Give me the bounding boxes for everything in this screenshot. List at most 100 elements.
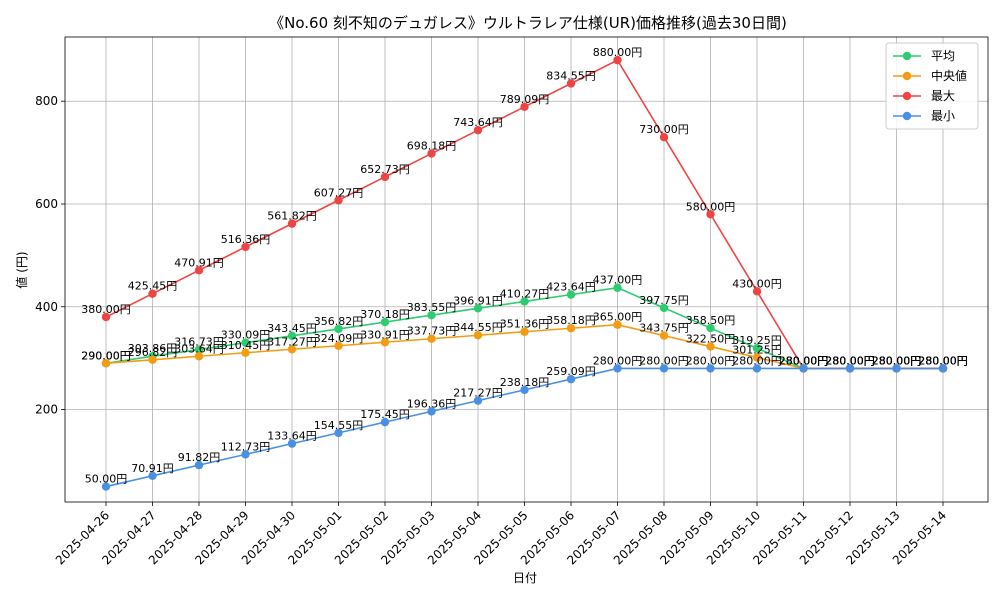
data-point [706, 364, 715, 373]
data-point [892, 364, 901, 373]
legend-label: 平均 [931, 49, 955, 63]
data-label: 370.18円 [360, 308, 410, 321]
data-label: 280.00円 [732, 354, 782, 367]
data-label: 343.75円 [639, 322, 689, 335]
data-label: 698.18円 [407, 140, 457, 153]
data-point [287, 345, 297, 354]
data-point [287, 219, 297, 228]
legend-label: 中央値 [931, 68, 967, 83]
data-point [752, 364, 762, 373]
data-label: 330.91円 [360, 328, 410, 341]
data-point [752, 344, 762, 353]
data-point [148, 471, 157, 481]
data-label: 470.91円 [174, 256, 224, 269]
legend-box [885, 42, 979, 130]
data-point [613, 364, 622, 373]
data-point [706, 342, 715, 351]
data-point [334, 341, 343, 350]
data-label: 319.25円 [732, 334, 782, 347]
data-label: 834.55円 [546, 69, 596, 82]
data-label: 324.09円 [314, 332, 364, 345]
data-point [380, 417, 390, 427]
data-label: 561.82円 [267, 210, 317, 223]
data-point [148, 289, 157, 298]
data-label: 280.00円 [825, 354, 875, 367]
y-tick-label: 200 [35, 403, 58, 417]
data-label: 280.00円 [686, 354, 736, 367]
data-label: 259.09円 [546, 365, 596, 378]
data-label: 196.36円 [407, 397, 457, 410]
data-label: 344.55円 [453, 321, 503, 334]
data-label: 238.18円 [500, 376, 550, 389]
data-point [194, 345, 204, 354]
data-label: 50.00円 [85, 473, 128, 486]
data-label: 437.00円 [593, 274, 643, 287]
data-label: 301.25円 [732, 343, 782, 356]
legend-marker [902, 71, 912, 81]
data-label: 290.00円 [81, 349, 131, 362]
data-point [334, 324, 343, 334]
legend-marker [902, 91, 912, 101]
data-label: 356.82円 [314, 315, 364, 328]
data-point [241, 348, 250, 357]
data-label: 280.00円 [872, 354, 922, 367]
data-label: 580.00円 [686, 200, 736, 213]
data-point [380, 338, 390, 347]
x-axis-title: 日付 [513, 571, 537, 585]
data-label: 743.64円 [453, 116, 503, 129]
data-point [659, 331, 669, 340]
data-label: 303.64円 [174, 342, 224, 355]
data-point [241, 242, 250, 252]
series-lines [101, 55, 948, 491]
data-label: 280.00円 [639, 354, 689, 367]
legend-marker [902, 51, 912, 61]
data-point [101, 482, 111, 491]
data-label: 175.45円 [360, 408, 410, 421]
data-point [380, 317, 390, 327]
data-point [520, 102, 529, 112]
data-point [473, 304, 483, 313]
data-label: 423.64円 [546, 281, 596, 294]
data-label: 280.00円 [779, 354, 829, 367]
data-point [659, 132, 669, 142]
data-label: 280.00円 [872, 354, 922, 367]
data-labels: 290.00円303.86円316.73円330.09円343.45円356.8… [81, 46, 968, 485]
data-label: 280.00円 [918, 354, 968, 367]
data-label: 280.00円 [918, 354, 968, 367]
data-label: 133.64円 [267, 430, 317, 443]
data-label: 396.91円 [453, 294, 503, 307]
chart-title: 《No.60 刻不知のデュガレス》ウルトラレア仕様(UR)価格推移(過去30日間… [269, 14, 787, 32]
data-label: 516.36円 [221, 233, 271, 246]
data-point [287, 331, 297, 341]
data-label: 607.27円 [314, 186, 364, 199]
data-label: 358.50円 [686, 314, 736, 327]
data-label: 310.45円 [221, 339, 271, 352]
data-label: 365.00円 [593, 311, 643, 324]
y-tick-label: 400 [35, 300, 58, 314]
data-point [566, 324, 576, 333]
data-point [845, 364, 855, 373]
plot-frame [64, 36, 989, 503]
data-point [613, 55, 622, 65]
data-label: 280.00円 [825, 354, 875, 367]
data-point [380, 172, 390, 182]
data-label: 70.91円 [131, 462, 174, 475]
data-point [473, 125, 483, 135]
data-point [706, 323, 715, 333]
data-point [613, 320, 622, 329]
data-label: 280.00円 [779, 354, 829, 367]
data-point [427, 334, 436, 343]
data-label: 397.75円 [639, 294, 689, 307]
data-point [473, 331, 483, 340]
data-label: 789.09円 [500, 93, 550, 106]
data-label: 154.55円 [314, 419, 364, 432]
data-point [706, 210, 715, 219]
data-label: 280.00円 [825, 354, 875, 367]
data-label: 112.73円 [221, 440, 271, 453]
data-label: 296.82円 [128, 346, 178, 359]
data-point [752, 353, 762, 362]
y-axis-title: 値 (円) [14, 251, 29, 288]
data-point [101, 359, 111, 368]
data-label: 280.00円 [779, 354, 829, 367]
data-label: 358.18円 [546, 314, 596, 327]
